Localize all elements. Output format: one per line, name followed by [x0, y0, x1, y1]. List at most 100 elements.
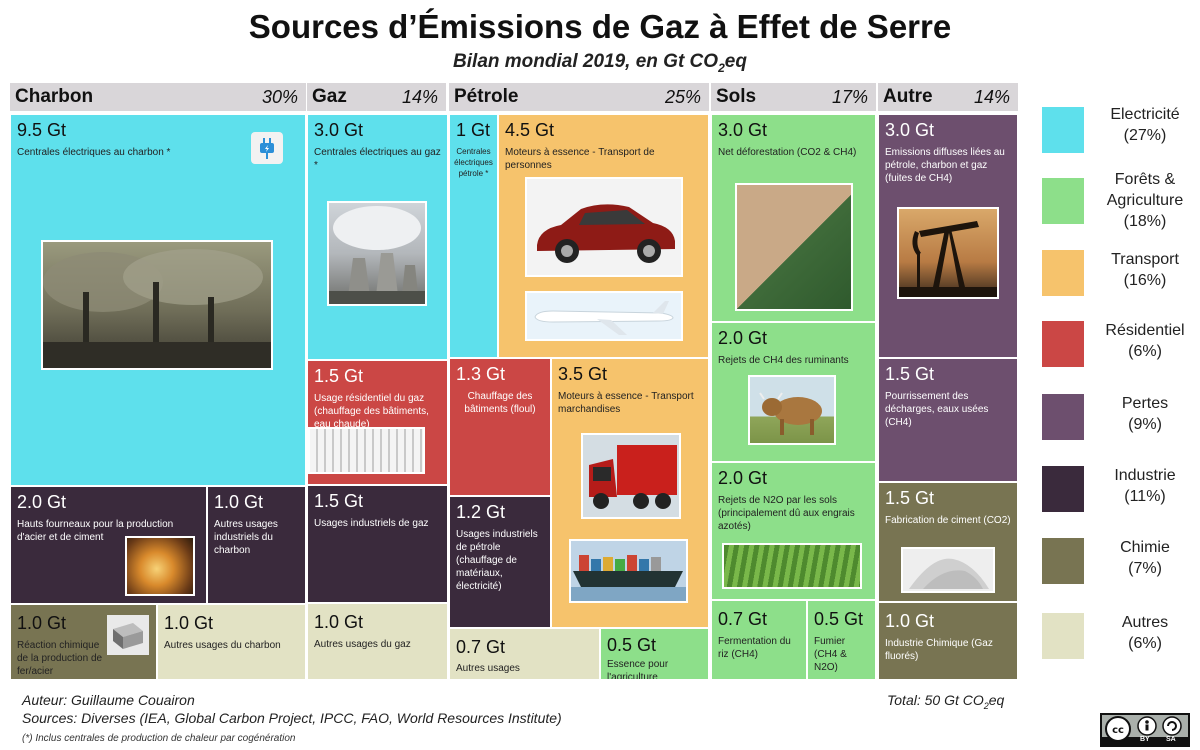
cell-value: 4.5 Gt	[505, 120, 555, 140]
legend-label-autres: Autres (6%)	[1090, 612, 1200, 654]
truck-image	[581, 433, 681, 519]
cell-value: 1.3 Gt	[456, 364, 506, 384]
cell-autre-industrie-chimique: 1.0 Gt Industrie Chimique (Gaz fluorés)	[878, 602, 1018, 680]
legend-label-chimie: Chimie (7%)	[1090, 537, 1200, 579]
cell-value: 1.0 Gt	[214, 492, 264, 512]
cell-description: Réaction chimique de la production de fe…	[17, 640, 103, 677]
cell-petrole-transport-personnes: 4.5 Gt Moteurs à essence - Transport de …	[498, 114, 709, 358]
cell-value: 1.0 Gt	[885, 611, 935, 631]
legend-swatch-residentiel	[1041, 320, 1085, 368]
legend-text: Transport	[1111, 251, 1179, 268]
cell-petrole-agriculture: 0.5 Gt Essence pour l'agriculture	[600, 628, 709, 680]
column-header-petrole: Pétrole 25%	[449, 83, 709, 111]
legend-label-residentiel: Résidentiel (6%)	[1090, 320, 1200, 362]
cell-sols-fumier: 0.5 Gt Fumier (CH4 & N2O)	[807, 600, 876, 680]
column-percent: 30%	[261, 87, 298, 107]
legend-text: Autres	[1121, 614, 1169, 631]
cell-description: Usages industriels de pétrole (chauffage…	[456, 529, 538, 592]
cow-image	[748, 375, 836, 445]
legend-swatch-electricite	[1041, 106, 1085, 154]
cell-description: Moteurs à essence - Transport de personn…	[505, 147, 655, 171]
cell-autre-emissions-diffuses: 3.0 Gt Emissions diffuses liées au pétro…	[878, 114, 1018, 358]
legend-label-transport: Transport (16%)	[1090, 249, 1200, 291]
total-text: Total: 50 Gt CO	[887, 692, 984, 708]
deforestation-image	[735, 183, 853, 311]
cell-description: Net déforestation (CO2 & CH4)	[718, 147, 857, 158]
cell-gaz-industriels: 1.5 Gt Usages industriels de gaz	[307, 485, 448, 603]
cell-description: Fabrication de ciment (CO2)	[885, 515, 1011, 526]
cell-value: 0.5 Gt	[607, 635, 657, 655]
cell-value: 1.0 Gt	[164, 613, 214, 633]
column-header-gaz: Gaz 14%	[307, 83, 446, 111]
legend-swatch-industrie	[1041, 465, 1085, 513]
legend-text: Pertes	[1121, 395, 1169, 412]
cell-autre-decharges: 1.5 Gt Pourrissement des décharges, eaux…	[878, 358, 1018, 482]
cc-sa-label: SA	[1166, 736, 1176, 743]
subtitle-text: Bilan mondial 2019, en Gt CO	[453, 51, 719, 72]
cell-description: Usage résidentiel du gaz (chauffage des …	[314, 393, 429, 430]
legend-percent: (11%)	[1124, 488, 1166, 505]
cell-value: 9.5 Gt	[17, 120, 67, 140]
cell-description: Autres usages	[456, 663, 520, 674]
cell-description: Centrales électriques au charbon *	[17, 147, 171, 158]
page-subtitle: Bilan mondial 2019, en Gt CO2eq	[0, 51, 1200, 75]
footnote: (*) Inclus centrales de production de ch…	[22, 733, 296, 744]
legend-percent: (6%)	[1128, 635, 1162, 652]
subtitle-end: eq	[724, 51, 747, 72]
cell-value: 3.0 Gt	[718, 120, 768, 140]
total-end: eq	[988, 692, 1005, 708]
legend-swatch-transport	[1041, 249, 1085, 297]
cargo-ship-image	[569, 539, 688, 603]
cell-charbon-hauts-fourneaux: 2.0 Gt Hauts fourneaux pour la productio…	[10, 486, 207, 604]
cell-description: Hauts fourneaux pour la production d'aci…	[17, 519, 174, 543]
cement-image	[901, 547, 995, 593]
cell-description: Autres usages industriels du charbon	[214, 519, 278, 556]
legend-label-pertes: Pertes (9%)	[1090, 393, 1200, 435]
column-header-sols: Sols 17%	[711, 83, 876, 111]
cell-petrole-industriels: 1.2 Gt Usages industriels de pétrole (ch…	[449, 496, 551, 628]
cell-description: Autres usages du gaz	[314, 639, 411, 650]
gas-plant-image	[327, 201, 427, 306]
column-percent: 14%	[401, 87, 438, 107]
cell-description: Usages industriels de gaz	[314, 518, 429, 529]
legend-percent: (7%)	[1128, 560, 1162, 577]
cell-petrole-electricite: 1 Gt Centrales électriques pétrole *	[449, 114, 498, 358]
cell-petrole-chauffage: 1.3 Gt Chauffage des bâtiments (floul)	[449, 358, 551, 496]
radiator-image	[308, 427, 425, 474]
column-percent: 17%	[831, 87, 868, 107]
cell-description: Fumier (CH4 & N2O)	[814, 636, 847, 673]
airplane-image	[525, 291, 683, 341]
oil-pump-image	[897, 207, 999, 299]
steel-bar-icon	[107, 615, 149, 655]
cell-charbon-autres-industriels: 1.0 Gt Autres usages industriels du char…	[207, 486, 306, 604]
legend-text: Agriculture	[1106, 192, 1184, 209]
cc-by-label: BY	[1140, 736, 1150, 743]
column-name: Gaz	[312, 86, 347, 107]
total-subscript: 2	[983, 700, 989, 711]
column-percent: 14%	[973, 87, 1010, 107]
cell-sols-deforestation: 3.0 Gt Net déforestation (CO2 & CH4)	[711, 114, 876, 322]
legend-percent: (6%)	[1128, 343, 1162, 360]
cell-value: 3.0 Gt	[314, 120, 364, 140]
cell-value: 1.5 Gt	[885, 364, 935, 384]
cell-value: 1.0 Gt	[314, 612, 364, 632]
cell-description: Centrales électriques au gaz *	[314, 147, 441, 171]
legend-text: Chimie	[1120, 539, 1170, 556]
plug-icon	[251, 132, 283, 164]
car-image	[525, 177, 683, 277]
cell-value: 3.5 Gt	[558, 364, 608, 384]
author-credit: Auteur: Guillaume Couairon	[22, 692, 195, 708]
field-image	[722, 543, 862, 589]
cell-description: Moteurs à essence - Transport marchandis…	[558, 391, 694, 415]
cell-value: 1.5 Gt	[314, 366, 364, 386]
column-name: Sols	[716, 86, 757, 107]
cell-autre-ciment: 1.5 Gt Fabrication de ciment (CO2)	[878, 482, 1018, 602]
cell-petrole-autres-usages: 0.7 Gt Autres usages	[449, 628, 600, 680]
legend-label-electricite: Electricité (27%)	[1090, 104, 1200, 146]
legend-swatch-chimie	[1041, 537, 1085, 585]
total-emissions: Total: 50 Gt CO2eq	[887, 692, 1004, 711]
cell-charbon-reaction-chimique: 1.0 Gt Réaction chimique de la productio…	[10, 604, 157, 680]
cell-value: 1.5 Gt	[314, 491, 364, 511]
cell-description: Rejets de N2O par les sols (principaleme…	[718, 495, 855, 532]
cell-description: Pourrissement des décharges, eaux usées …	[885, 391, 989, 428]
